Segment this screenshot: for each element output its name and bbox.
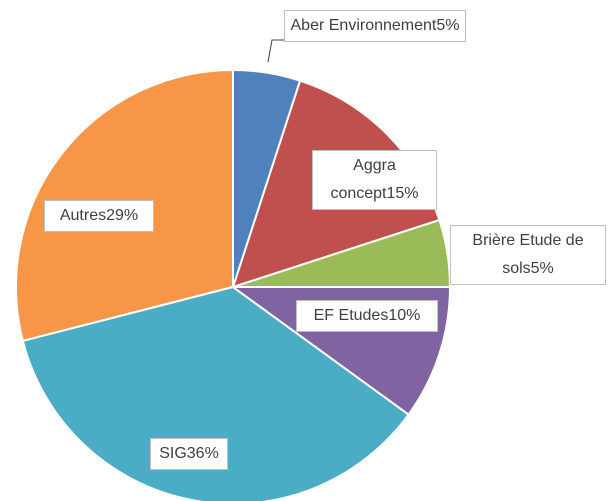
leader-line bbox=[267, 39, 284, 63]
data-label: Aggra concept15% bbox=[312, 150, 437, 210]
value-label: 36% bbox=[186, 445, 219, 462]
category-label: Brière Etude de sols bbox=[472, 232, 584, 277]
category-label: Aggra concept bbox=[330, 157, 396, 202]
data-label: EF Etudes10% bbox=[296, 300, 438, 332]
value-label: 29% bbox=[106, 207, 139, 224]
value-label: 5% bbox=[436, 17, 460, 34]
category-label: Autres bbox=[59, 207, 107, 224]
value-label: 10% bbox=[388, 307, 421, 324]
category-label: SIG bbox=[159, 445, 187, 462]
data-label: Autres29% bbox=[44, 200, 154, 232]
category-label: Aber Environnement bbox=[290, 17, 437, 34]
data-label: Brière Etude de sols5% bbox=[450, 225, 606, 285]
value-label: 15% bbox=[386, 185, 419, 202]
data-label: SIG36% bbox=[150, 438, 228, 470]
pie-slice bbox=[21, 285, 410, 501]
category-label: EF Etudes bbox=[313, 307, 389, 324]
data-label: Aber Environnement5% bbox=[284, 10, 466, 42]
pie-slice bbox=[232, 68, 302, 288]
value-label: 5% bbox=[530, 260, 554, 277]
